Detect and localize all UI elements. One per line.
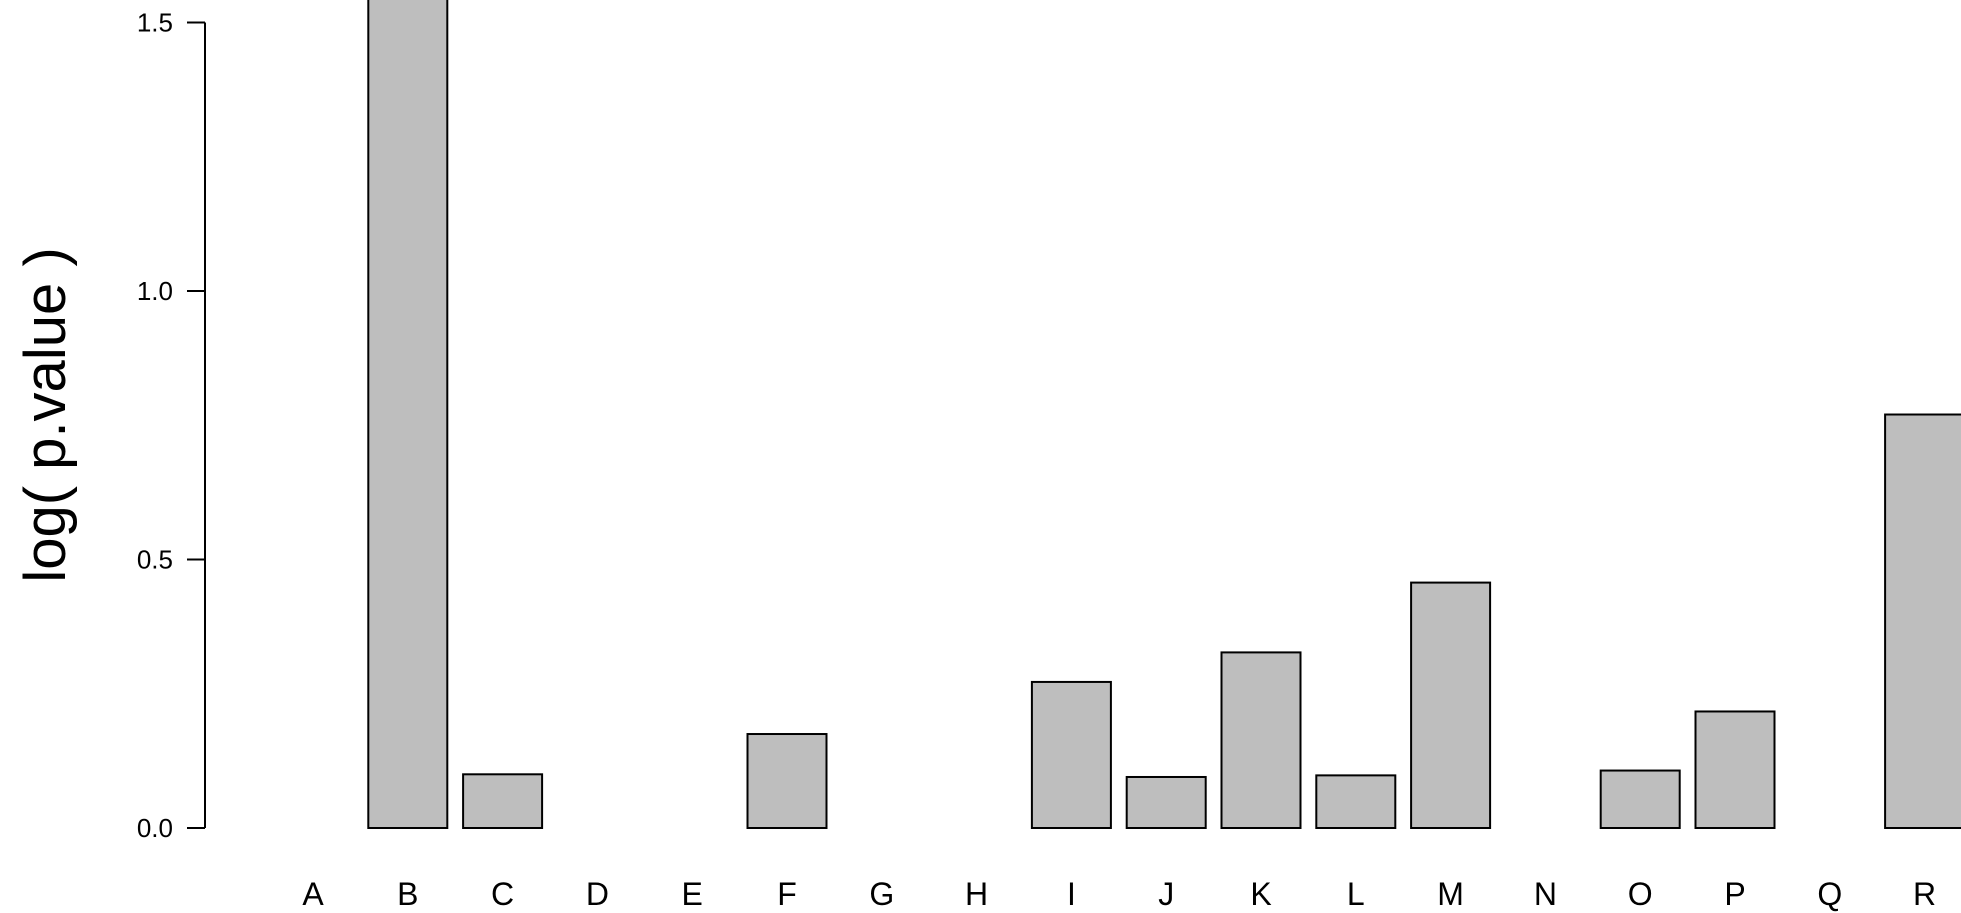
bar-i — [1030, 680, 1112, 829]
bar-j — [1125, 775, 1207, 829]
y-tick-label: 0.5 — [137, 545, 173, 575]
y-axis: 0.0 0.5 1.0 1.5 — [137, 8, 206, 843]
bar-f — [746, 733, 828, 830]
bar-p — [1694, 710, 1776, 830]
x-tick-label: D — [586, 876, 609, 912]
x-tick-label: M — [1437, 876, 1464, 912]
bar-b — [367, 0, 449, 830]
x-tick-label: F — [777, 876, 797, 912]
x-tick-label: A — [302, 876, 324, 912]
x-tick-label: P — [1724, 876, 1745, 912]
x-tick-label: L — [1347, 876, 1365, 912]
x-tick-label: N — [1534, 876, 1557, 912]
x-tick-label: R — [1913, 876, 1936, 912]
y-tick-label: 0.0 — [137, 813, 173, 843]
x-tick-label: J — [1158, 876, 1174, 912]
x-tick-label: Q — [1817, 876, 1842, 912]
bar-k — [1220, 651, 1302, 829]
bar-l — [1315, 774, 1397, 830]
bars — [367, 0, 1961, 830]
bar-r — [1884, 413, 1961, 829]
x-tick-label: C — [491, 876, 514, 912]
x-tick-label: G — [869, 876, 894, 912]
bar-o — [1599, 769, 1681, 830]
x-axis-labels: A B C D E F G H I J K L M N O P Q R — [302, 876, 1936, 912]
y-tick-label: 1.5 — [137, 8, 173, 38]
x-tick-label: K — [1250, 876, 1271, 912]
x-tick-label: I — [1067, 876, 1076, 912]
x-tick-label: H — [965, 876, 988, 912]
y-axis-label: log( p.value ) — [13, 247, 78, 582]
bar-m — [1410, 581, 1492, 829]
x-tick-label: B — [397, 876, 418, 912]
x-tick-label: E — [682, 876, 703, 912]
y-tick-label: 1.0 — [137, 276, 173, 306]
bar-c — [462, 773, 544, 829]
x-tick-label: O — [1628, 876, 1653, 912]
